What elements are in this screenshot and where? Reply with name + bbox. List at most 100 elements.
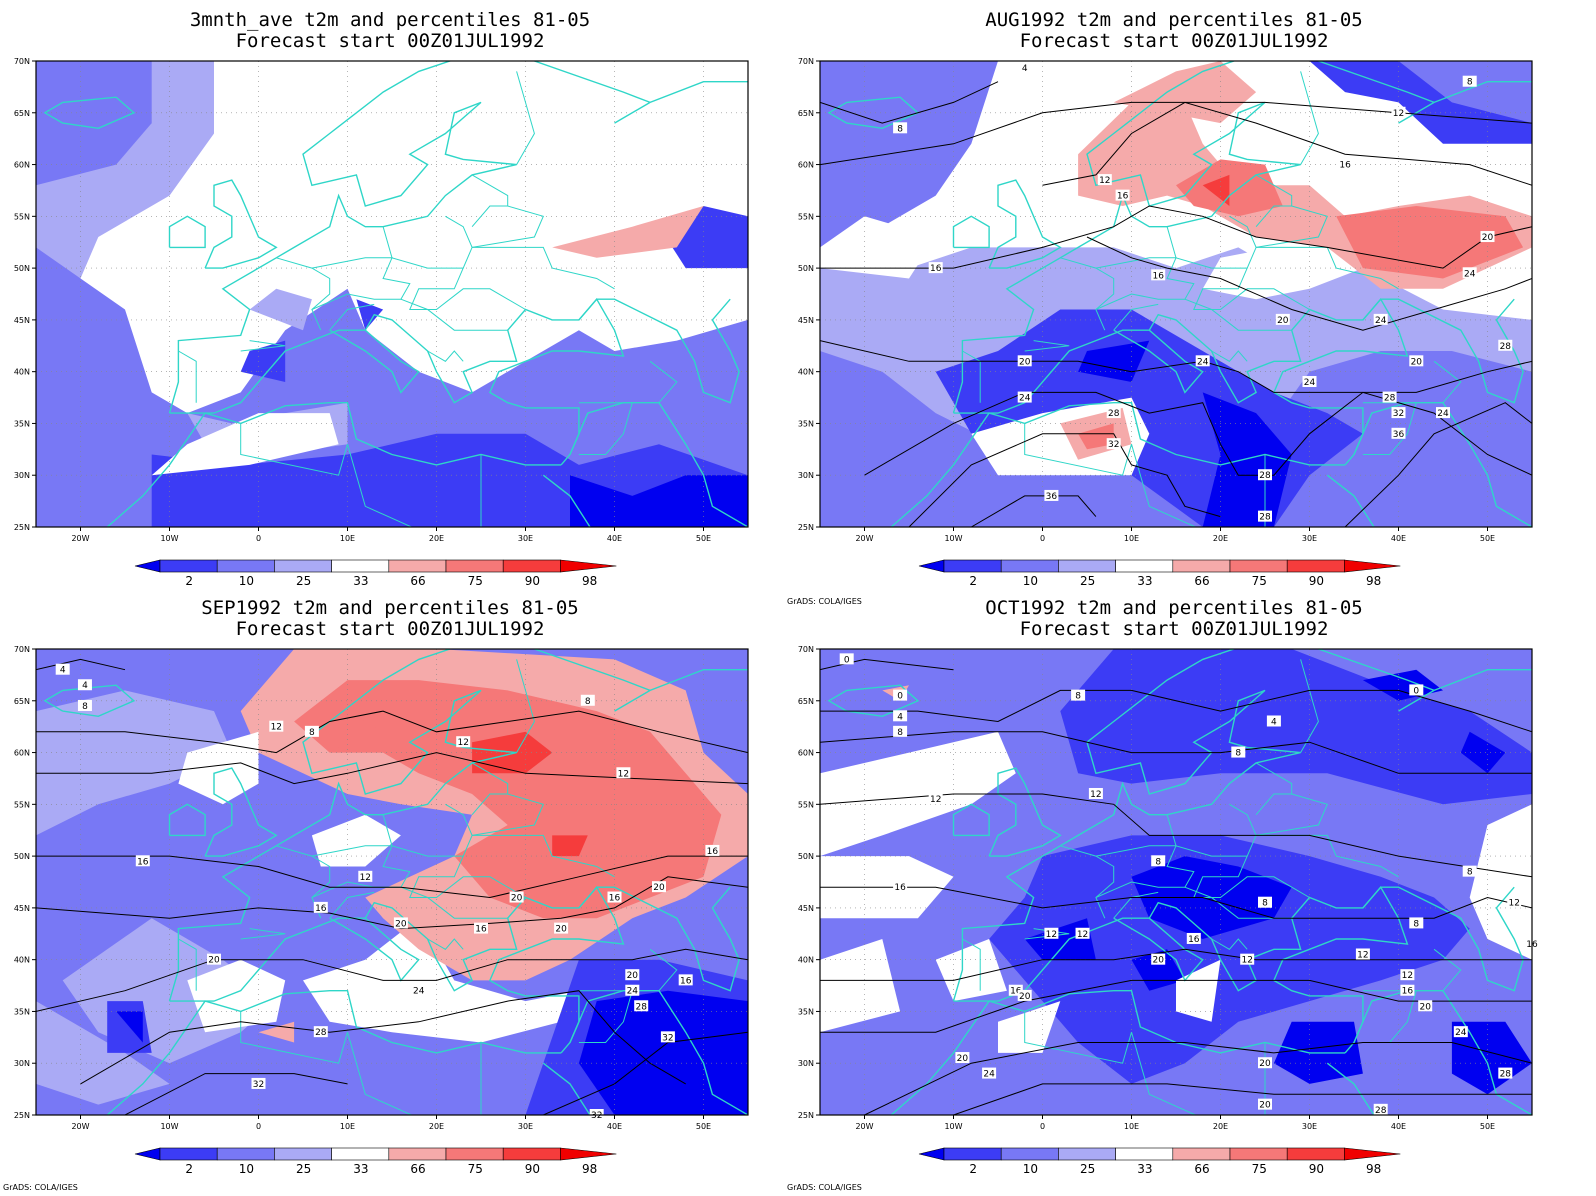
- border-line: [1095, 845, 1195, 898]
- x-tick-label: 40E: [1391, 1122, 1406, 1131]
- shading-region: [187, 959, 286, 1033]
- colorbar-segment: [502, 559, 561, 573]
- contour-label-bg: [1462, 75, 1477, 87]
- y-tick-label: 60N: [14, 749, 30, 758]
- contour-label: 32: [662, 1033, 673, 1043]
- colorbar-segment: [1172, 559, 1231, 573]
- contour-label: 20: [1152, 956, 1164, 966]
- contour-label: 32: [1393, 409, 1404, 419]
- contour-label: 8: [897, 124, 903, 134]
- border-line: [472, 834, 615, 878]
- contour-label: 8: [1155, 857, 1161, 867]
- shading-region: [151, 413, 339, 476]
- contour-label: 8: [1467, 78, 1473, 88]
- colorbar-label: 75: [468, 574, 483, 588]
- contour-label-bg: [1008, 984, 1023, 996]
- border-line: [1256, 793, 1328, 836]
- coastline: [168, 61, 748, 414]
- contour-label-bg: [660, 1031, 675, 1043]
- colorbar-label: 10: [1023, 1162, 1038, 1176]
- contour-label-bg: [1400, 984, 1415, 996]
- contour-label: 16: [1188, 935, 1200, 945]
- contour-line: [543, 1031, 748, 1115]
- contour-label: 28: [1384, 394, 1396, 404]
- contour-label: 16: [1402, 987, 1414, 997]
- contour-line: [36, 948, 748, 1012]
- contour-label-bg: [1151, 855, 1166, 867]
- contour-label-bg: [893, 725, 908, 737]
- contour-label: 8: [1413, 919, 1419, 929]
- colorbar-segment: [388, 559, 447, 573]
- contour-label: 28: [1375, 1106, 1387, 1116]
- border-line: [400, 886, 508, 919]
- colorbar-label: 98: [1366, 574, 1381, 588]
- y-tick-label: 40N: [14, 368, 30, 377]
- contour-label-bg: [1302, 376, 1317, 388]
- colorbar-segment: [1172, 1147, 1231, 1161]
- contour-label-bg: [1258, 1057, 1272, 1069]
- plot-frame: [35, 60, 749, 528]
- contour-label-bg: [1044, 927, 1059, 939]
- border-line: [649, 360, 678, 404]
- coastline: [988, 179, 1062, 269]
- y-tick-label: 65N: [14, 697, 30, 706]
- coastline: [578, 886, 740, 992]
- coastline: [890, 990, 1346, 1115]
- contour-label-bg: [580, 694, 595, 706]
- border-line: [347, 444, 413, 527]
- contour-label: 16: [1117, 192, 1129, 202]
- percentile-shading: [820, 61, 1532, 527]
- contour-label-bg: [1088, 787, 1103, 799]
- contour-line: [36, 752, 748, 785]
- border-line: [1184, 298, 1292, 331]
- contour-label-bg: [1507, 896, 1522, 908]
- x-tick-label: 50E: [1480, 534, 1495, 543]
- panel-aug1992: AUG1992 t2m and percentiles 81-05 Foreca…: [784, 0, 1564, 606]
- border-line: [1211, 350, 1248, 362]
- contour-label-bg: [1355, 948, 1370, 960]
- contour-label: 16: [609, 894, 621, 904]
- contour-label-bg: [393, 917, 408, 929]
- colorbar-label: 25: [1080, 1162, 1095, 1176]
- colorbar-label: 75: [1252, 1162, 1267, 1176]
- colorbar-label: 75: [468, 1162, 483, 1176]
- colorbar-segment: [388, 1147, 447, 1161]
- contour-label: 28: [635, 1002, 647, 1012]
- y-tick-label: 35N: [14, 419, 30, 428]
- percentile-shading: [36, 61, 748, 527]
- contour-line: [80, 990, 686, 1085]
- contour-label-bg: [1106, 438, 1121, 450]
- border-line: [1300, 71, 1319, 165]
- y-tick-label: 35N: [14, 1007, 30, 1016]
- y-tick-label: 65N: [14, 109, 30, 118]
- border-line: [427, 938, 464, 950]
- colorbar-segment: [1286, 1147, 1345, 1161]
- contour-label: 16: [1152, 271, 1164, 281]
- coastline: [988, 767, 1062, 857]
- colorbar-label: 90: [525, 574, 540, 588]
- colorbar-label: 98: [582, 574, 597, 588]
- contour-label-bg: [1373, 313, 1388, 325]
- border-line: [578, 990, 633, 1043]
- coastline: [43, 684, 136, 718]
- y-tick-label: 70N: [14, 645, 30, 654]
- coastline: [1326, 474, 1375, 527]
- coastline: [952, 649, 1532, 1002]
- contour-label: 20: [1419, 1002, 1431, 1012]
- colorbar: 2 10 25 33 66 75 90 98: [134, 1147, 617, 1176]
- colorbar-segment: [274, 559, 332, 573]
- contour-line: [820, 948, 1532, 981]
- contour-label-bg: [893, 689, 908, 701]
- x-tick-label: 30E: [1302, 1122, 1317, 1131]
- contour-label-bg: [1462, 865, 1477, 877]
- border-line: [472, 205, 544, 248]
- y-tick-label: 50N: [14, 852, 30, 861]
- shading-region: [1469, 804, 1532, 960]
- colorbar-label: 66: [1194, 574, 1209, 588]
- contour-label-bg: [1275, 313, 1290, 325]
- border-line: [962, 938, 981, 991]
- coastline: [578, 298, 740, 404]
- contour-label-bg: [1409, 684, 1424, 696]
- contour-label-bg: [55, 663, 70, 675]
- contour-label-bg: [616, 767, 631, 779]
